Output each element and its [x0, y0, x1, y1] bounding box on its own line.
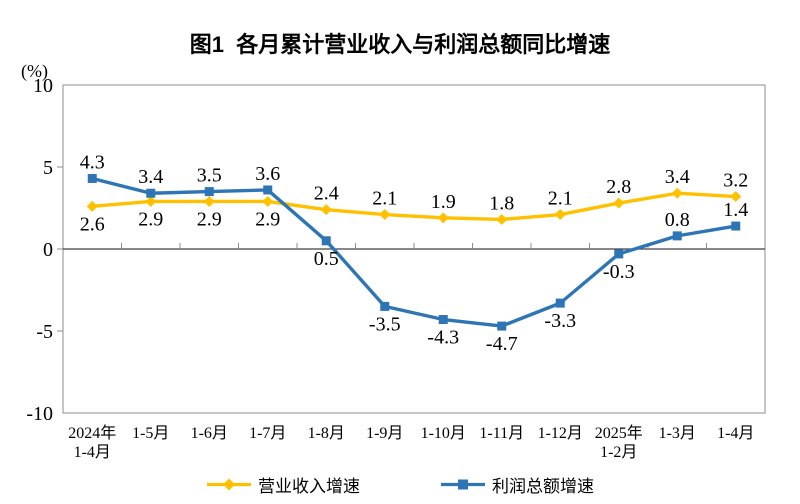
data-point-marker: [731, 221, 741, 231]
data-point-label: 2.4: [314, 183, 339, 205]
data-point-label: -3.3: [544, 310, 576, 332]
profit-series-line: [90, 176, 738, 328]
data-point-label: -0.3: [603, 261, 635, 283]
data-point-marker: [672, 231, 682, 241]
x-axis-category-label: 1-10月: [421, 425, 466, 442]
y-axis-tick-label: -5: [36, 321, 53, 343]
data-point-marker: [497, 321, 507, 331]
data-point-marker: [554, 209, 566, 221]
data-point-label: 0.8: [665, 209, 690, 231]
legend-label-profit: 利润总额增速: [492, 477, 594, 496]
y-axis-tick-label: -10: [26, 403, 53, 425]
data-point-marker: [614, 249, 624, 259]
data-point-marker: [380, 301, 390, 311]
data-point-marker: [320, 204, 332, 216]
chart-title: 图1 各月累计营业收入与利润总额同比增速: [189, 32, 611, 57]
data-point-label: -3.5: [369, 313, 401, 335]
chart-legend: 营业收入增速 利润总额增速: [0, 472, 800, 497]
x-axis-category-label: 1-2月: [600, 444, 637, 461]
x-axis-category-label: 1-6月: [191, 425, 228, 442]
data-point-label: 2.8: [606, 176, 631, 198]
data-point-label: 2.1: [372, 188, 397, 210]
x-axis-category-label: 1-4月: [74, 444, 111, 461]
data-point-marker: [146, 188, 156, 198]
y-axis-tick-label: 10: [33, 75, 53, 97]
data-point-marker: [262, 195, 274, 207]
data-point-label: 3.4: [138, 166, 163, 188]
data-point-label: 3.4: [665, 166, 690, 188]
data-point-label: 0.5: [314, 248, 339, 270]
data-point-label: 3.2: [723, 170, 748, 192]
x-axis-category-label: 2025年: [595, 424, 643, 442]
data-point-marker: [730, 191, 742, 203]
x-axis-category-label: 2024年: [68, 424, 116, 442]
data-point-marker: [613, 197, 625, 209]
data-point-label: 2.1: [548, 188, 573, 210]
y-axis-unit-label: (%): [21, 61, 48, 82]
data-point-label: 3.5: [197, 165, 222, 187]
x-axis-category-label: 1-11月: [479, 425, 524, 442]
data-point-label: 4.3: [80, 151, 105, 173]
data-point-marker: [555, 298, 565, 308]
data-point-marker: [321, 236, 331, 246]
data-point-label: 2.9: [138, 208, 163, 230]
x-axis-category-label: 1-8月: [308, 425, 345, 442]
data-point-label: 2.9: [197, 208, 222, 230]
legend-item-revenue: 营业收入增速: [206, 472, 360, 497]
data-point-label: 1.8: [489, 192, 514, 214]
x-axis-category-label: 1-7月: [249, 425, 286, 442]
legend-square: [458, 479, 468, 490]
x-axis-category-label: 1-9月: [366, 425, 403, 442]
y-axis-tick-label: 5: [43, 157, 53, 179]
data-point-label: 1.9: [431, 191, 456, 213]
data-point-marker: [671, 187, 683, 199]
data-point-label: -4.7: [486, 333, 518, 355]
data-point-marker: [204, 187, 214, 197]
legend-label-revenue: 营业收入增速: [258, 477, 360, 496]
data-point-label: -4.3: [427, 327, 459, 349]
data-point-marker: [87, 173, 97, 183]
data-point-marker: [438, 315, 448, 325]
diamond-marker-icon: [207, 478, 251, 491]
x-axis-category-label: 1-5月: [132, 425, 169, 442]
legend-item-profit: 利润总额增速: [440, 472, 594, 497]
data-point-marker: [437, 212, 449, 224]
x-axis-category-label: 1-12月: [538, 425, 583, 442]
data-point-label: 1.4: [723, 199, 748, 221]
data-point-marker: [86, 200, 98, 212]
data-point-marker: [145, 195, 157, 207]
data-point-marker: [379, 209, 391, 221]
data-point-marker: [263, 185, 273, 195]
data-point-label: 3.6: [255, 163, 280, 185]
data-point-marker: [496, 213, 508, 225]
square-marker-icon: [441, 479, 485, 490]
data-point-marker: [203, 195, 215, 207]
data-point-label: 2.6: [80, 213, 105, 235]
data-point-label: 2.9: [255, 208, 280, 230]
y-axis-tick-label: 0: [43, 239, 53, 261]
revenue-series-line: [90, 191, 738, 222]
legend-diamond: [223, 478, 235, 491]
x-axis-category-label: 1-4月: [717, 425, 754, 442]
x-axis-category-label: 1-3月: [659, 425, 696, 442]
